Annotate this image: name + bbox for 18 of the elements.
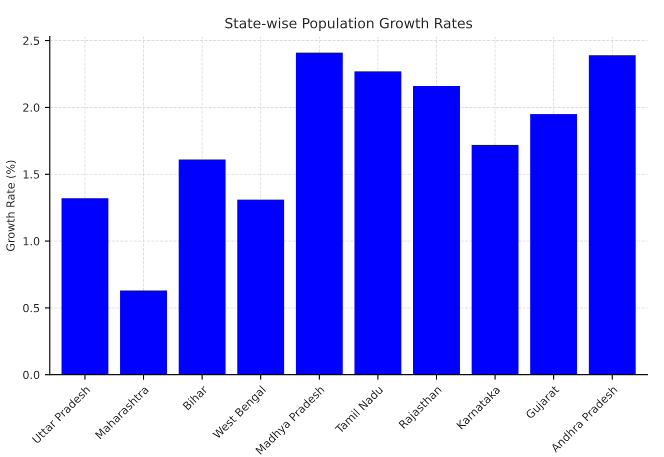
bar [178, 160, 226, 375]
y-tick-label: 0.0 [23, 370, 40, 380]
y-axis-title: Growth Rate (%) [6, 160, 16, 252]
bar [62, 198, 108, 375]
bar [120, 290, 167, 375]
y-tick-label: 2.0 [23, 103, 40, 112]
bar [530, 114, 578, 375]
bar [472, 144, 519, 375]
bar [237, 200, 284, 375]
bar [588, 55, 636, 375]
bar [296, 52, 343, 375]
bar [354, 71, 402, 375]
chart-title: State-wise Population Growth Rates [225, 18, 472, 32]
y-tick-label: 1.0 [24, 237, 40, 246]
y-tick-label: 0.5 [23, 304, 40, 312]
bar [413, 86, 460, 375]
y-tick-label: 2.5 [23, 36, 40, 45]
y-tick-label: 1.5 [24, 170, 40, 179]
